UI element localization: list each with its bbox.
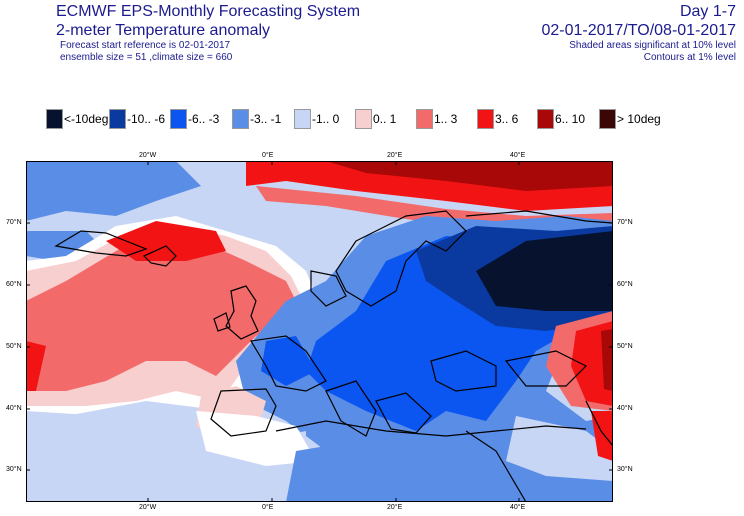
coastline [335, 210, 467, 307]
coastline [54, 230, 148, 257]
anomaly-region-light-blue [26, 411, 306, 502]
lon-tick-label: 20°E [387, 152, 403, 159]
coastline [142, 245, 177, 267]
lon-tick-label: 0°E [262, 152, 274, 159]
lat-tick-label: 70°N [6, 219, 22, 226]
anomaly-region-mid-blue [286, 441, 613, 502]
coastline [430, 350, 497, 392]
legend-swatch [232, 109, 249, 129]
anomaly-region-red [26, 341, 46, 391]
legend-label: -10.. -6 [127, 112, 166, 126]
legend-label: 3.. 6 [495, 112, 519, 126]
legend-label: -3.. -1 [250, 112, 282, 126]
lat-tick-label: 50°N [6, 343, 22, 350]
anomaly-region-mid-blue [26, 161, 201, 221]
coastline [325, 380, 377, 437]
legend-label: <-10deg [64, 112, 109, 126]
forecast-period: 02-01-2017/TO/08-01-2017 [541, 22, 736, 39]
anomaly-region-light-blue [506, 416, 613, 481]
coastline [585, 400, 613, 447]
lon-tick-label: 20°E [387, 504, 403, 511]
map-frame [26, 161, 613, 502]
legend-label: -6.. -3 [188, 112, 220, 126]
coastline [310, 270, 347, 307]
lat-tick-label: 60°N [6, 281, 22, 288]
legend-swatch [46, 109, 63, 129]
anomaly-region-dark-red [601, 329, 613, 391]
legend-label: 1.. 3 [434, 112, 458, 126]
anomaly-region-dark-red [326, 161, 613, 191]
lat-tick-label: 50°N [617, 343, 633, 350]
lat-tick-label: 60°N [617, 281, 633, 288]
legend-label: 0.. 1 [373, 112, 397, 126]
lat-tick-label: 30°N [6, 466, 22, 473]
coastline [465, 430, 527, 502]
anomaly-region-navy [476, 231, 613, 311]
coastline [225, 285, 259, 340]
anomaly-region-red [591, 411, 613, 461]
contour-significance-note: Contours at 1% level [643, 52, 736, 63]
lat-tick-label: 30°N [617, 466, 633, 473]
shaded-significance-note: Shaded areas significant at 10% level [569, 40, 736, 51]
lat-tick-label: 40°N [617, 405, 633, 412]
legend-label: > 10deg [617, 112, 661, 126]
anomaly-map [26, 161, 613, 502]
chart-title: ECMWF EPS-Monthly Forecasting System [56, 3, 361, 20]
forecast-start-text: Forecast start reference is 02-01-2017 [60, 40, 231, 51]
legend-swatch [537, 109, 554, 129]
chart-subtitle: 2-meter Temperature anomaly [56, 22, 271, 39]
legend-swatch [477, 109, 494, 129]
coastline [375, 392, 432, 434]
legend-swatch [599, 109, 616, 129]
lon-tick-label: 0°E [262, 504, 274, 511]
anomaly-region-salmon [26, 231, 301, 391]
coastline [213, 312, 231, 332]
ensemble-info-text: ensemble size = 51 ,climate size = 660 [60, 52, 233, 63]
coastline [250, 335, 327, 392]
color-legend: <-10deg -10.. -6 -6.. -3 -3.. -1 -1.. 0 … [46, 109, 736, 131]
coastline [465, 210, 613, 224]
coastline [504, 350, 588, 387]
legend-label: 6.. 10 [555, 112, 586, 126]
lon-tick-label: 20°W [139, 152, 157, 159]
day-range: Day 1-7 [679, 3, 736, 20]
anomaly-region-white [196, 411, 316, 466]
coastline [210, 388, 277, 437]
coastline [275, 420, 587, 437]
lat-tick-label: 40°N [6, 405, 22, 412]
legend-swatch [294, 109, 311, 129]
lon-tick-label: 20°W [139, 504, 157, 511]
legend-swatch [355, 109, 372, 129]
legend-swatch [109, 109, 126, 129]
lon-tick-label: 40°E [510, 504, 526, 511]
legend-swatch [416, 109, 433, 129]
anomaly-region-red [106, 221, 226, 261]
lat-tick-label: 70°N [617, 219, 633, 226]
legend-label: -1.. 0 [312, 112, 340, 126]
legend-swatch [170, 109, 187, 129]
lon-tick-label: 40°E [510, 152, 526, 159]
